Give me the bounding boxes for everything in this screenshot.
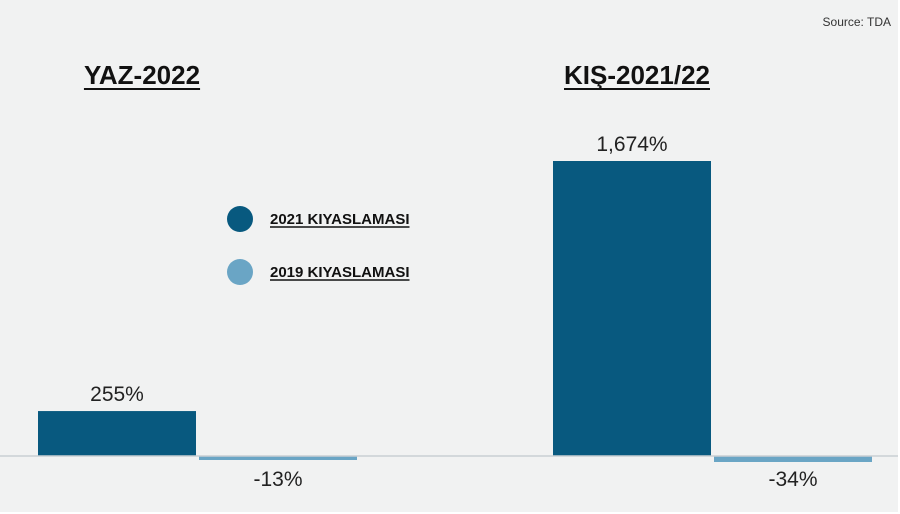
- bar-yaz-2022-series-1: [38, 411, 196, 456]
- bar-kis-2021-22-series-1: [553, 161, 711, 456]
- bars: [38, 161, 872, 462]
- legend-label-1: 2021 KIYASLAMASI: [270, 211, 410, 228]
- value-labels: 255% -13% 1,674% -34%: [90, 133, 817, 491]
- value-label-kis-2021-22-series-2: -34%: [768, 468, 817, 491]
- value-label-kis-2021-22-series-1: 1,674%: [596, 133, 667, 156]
- legend-marker-1: [227, 206, 253, 232]
- bar-kis-2021-22-series-2: [714, 456, 872, 462]
- legend: 2021 KIYASLAMASI 2019 KIYASLAMASI: [227, 206, 410, 285]
- group-titles: YAZ-2022 KIŞ-2021/22: [83, 60, 710, 90]
- bar-yaz-2022-series-2: [199, 456, 357, 460]
- group-title-kis-2021-22: KIŞ-2021/22: [564, 60, 710, 90]
- value-label-yaz-2022-series-2: -13%: [253, 468, 302, 491]
- source-note: Source: TDA: [823, 15, 891, 29]
- legend-label-2: 2019 KIYASLAMASI: [270, 264, 410, 281]
- value-label-yaz-2022-series-1: 255%: [90, 383, 144, 406]
- legend-marker-2: [227, 259, 253, 285]
- group-title-yaz-2022: YAZ-2022: [84, 60, 200, 90]
